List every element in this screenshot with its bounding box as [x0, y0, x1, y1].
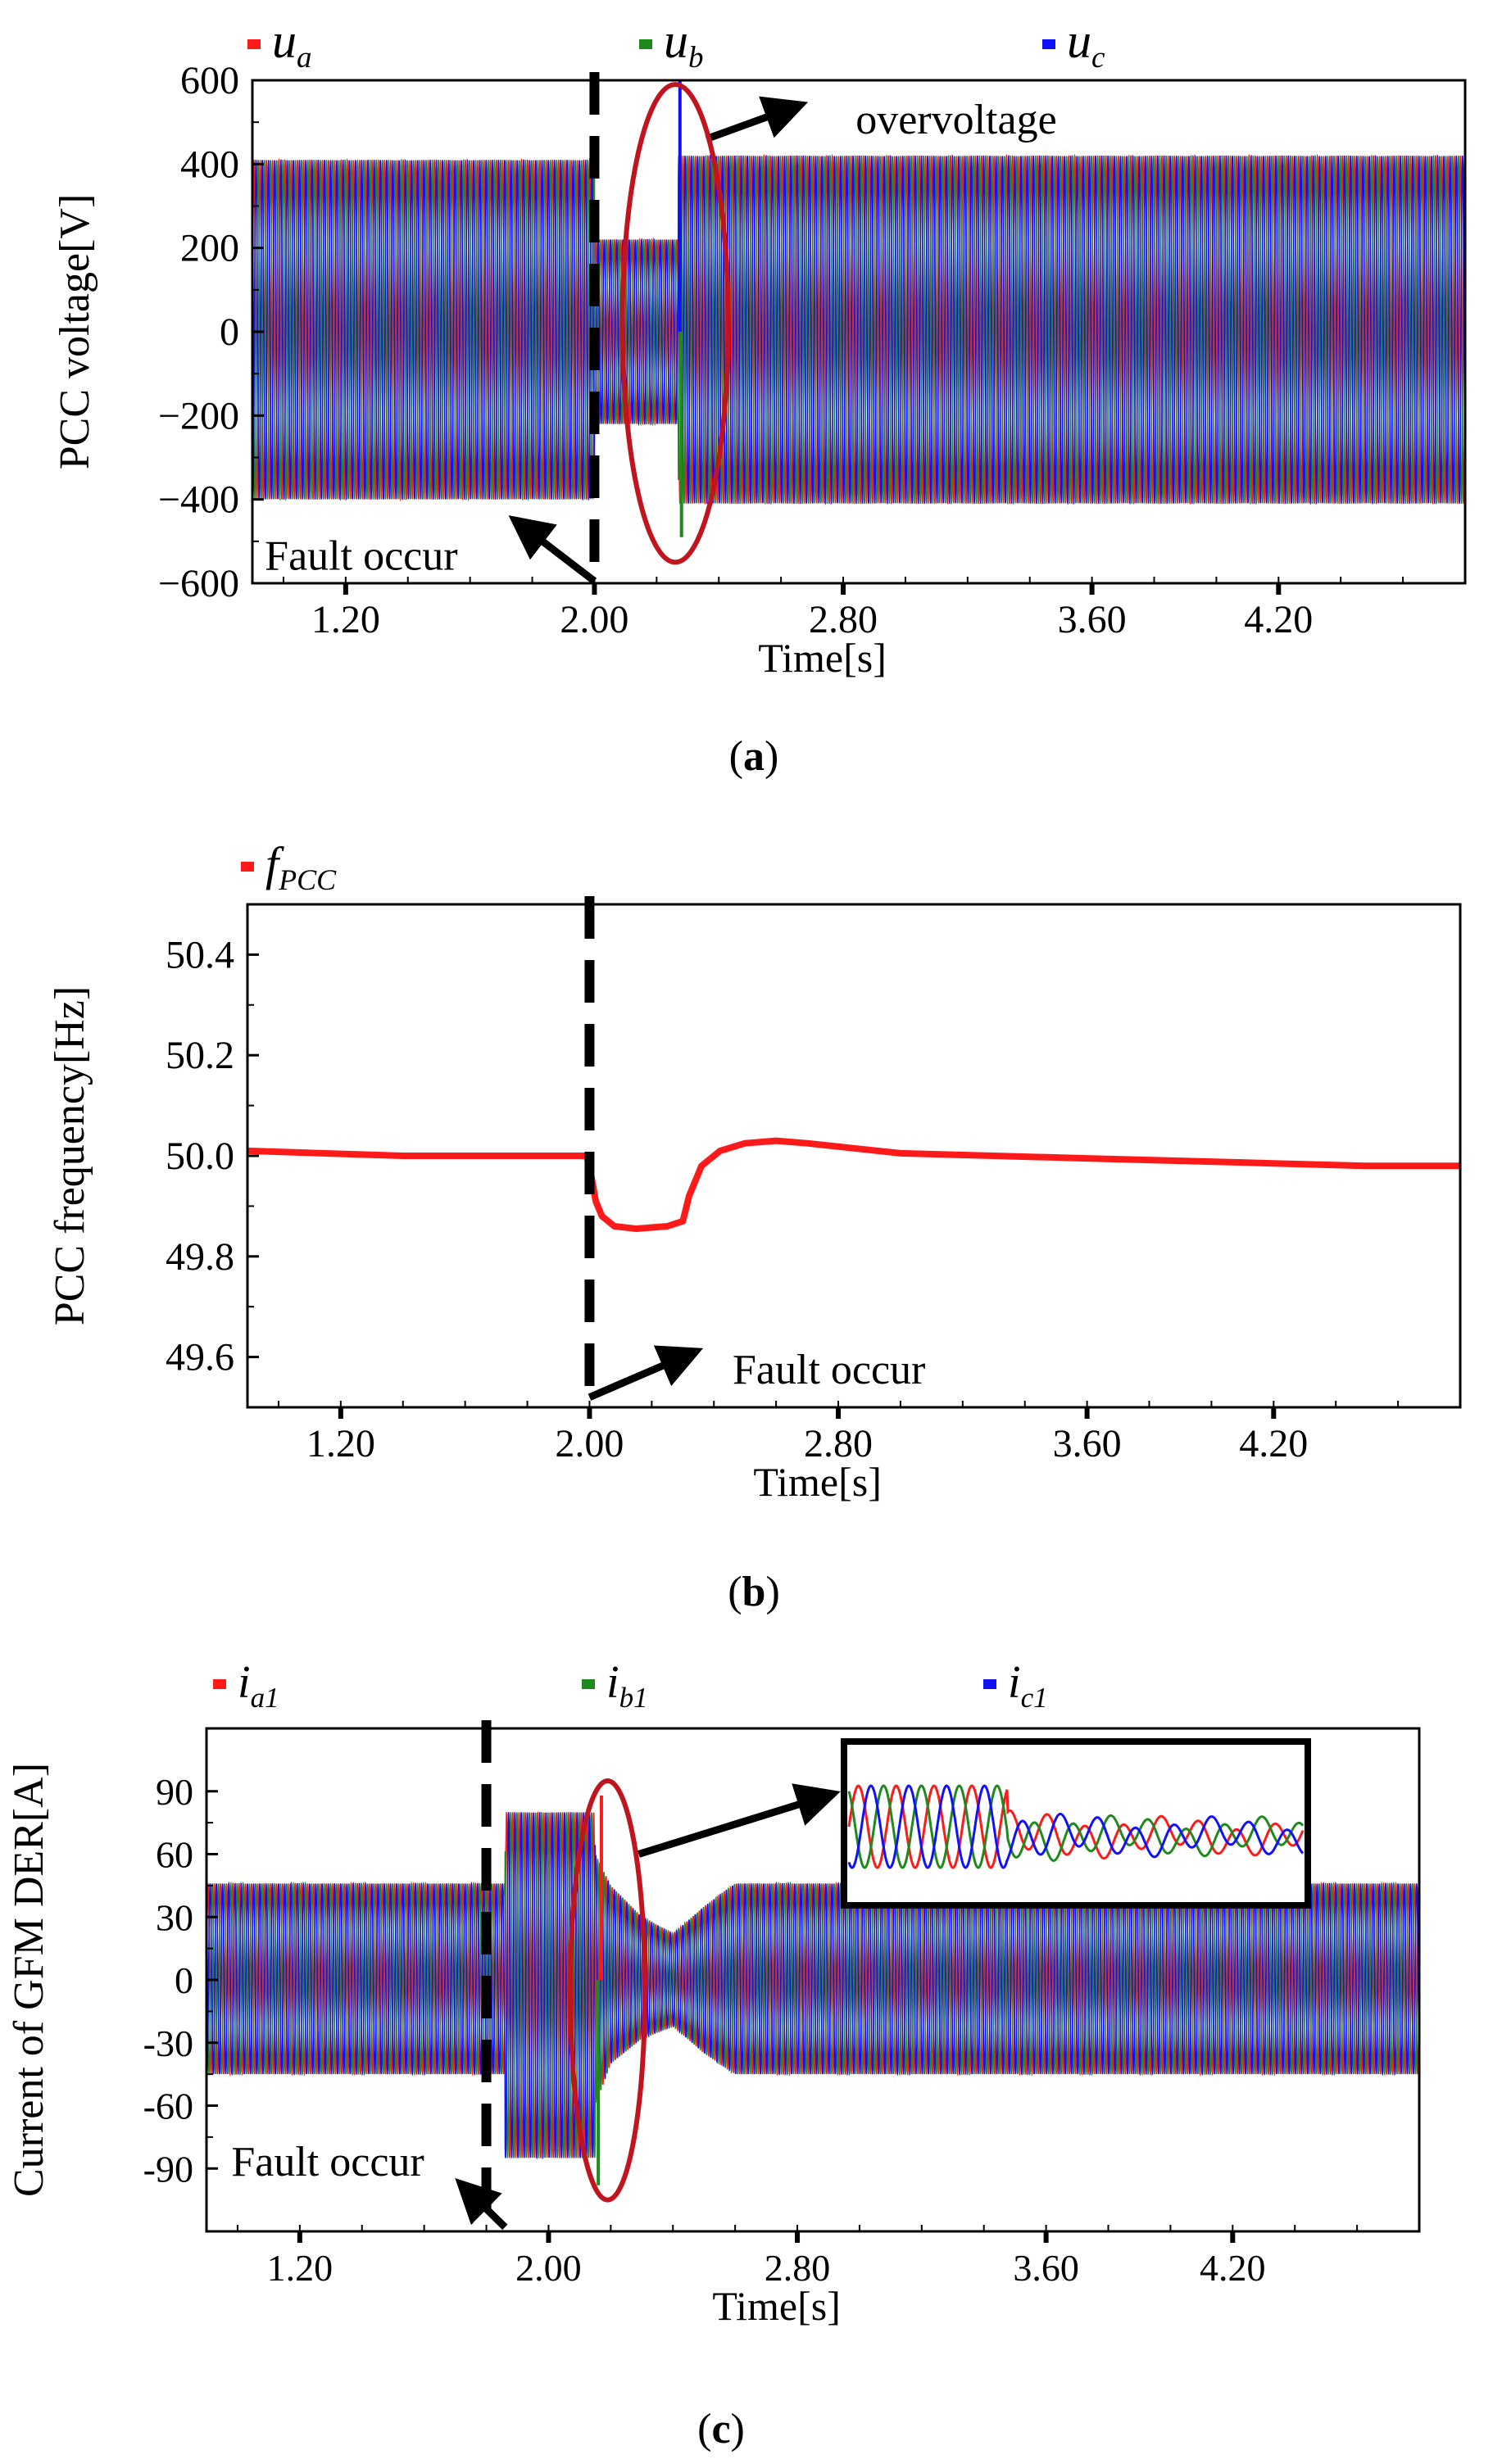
y-tick-label: −200	[158, 394, 239, 437]
x-tick-label: 2.00	[515, 2247, 582, 2289]
waveform-green	[252, 154, 1465, 505]
annotation-text: Fault occur	[733, 1347, 925, 1393]
y-tick-label: -90	[143, 2148, 193, 2190]
legend-label-b: ub	[664, 14, 704, 75]
inset-arrow	[638, 1783, 841, 1858]
waveform-green	[206, 1811, 1419, 2158]
y-tick-label: 60	[156, 1834, 193, 1876]
x-tick-label: 1.20	[311, 598, 380, 641]
y-tick-label: 200	[180, 227, 239, 270]
y-axis-label: Current of GFM DER[A]	[6, 1763, 52, 2197]
frequency-trace	[247, 1137, 1460, 1232]
x-tick-label: 3.60	[1058, 598, 1127, 641]
legend-label-a: ua	[272, 14, 312, 75]
x-tick-label: 4.20	[1239, 1422, 1308, 1465]
legend-swatch-a	[247, 39, 261, 49]
annotation-arrow	[455, 2178, 508, 2231]
legend-label-c: uc	[1067, 14, 1105, 75]
legend-swatch-c	[1042, 39, 1055, 49]
x-axis-label: Time[s]	[758, 635, 887, 681]
legend-label-b1: ib1	[606, 1657, 648, 1714]
y-tick-label: 0	[175, 1959, 193, 2001]
x-axis-label: Time[s]	[712, 2283, 841, 2329]
annotation-text: overvoltage	[855, 97, 1056, 143]
y-tick-label: 30	[156, 1896, 193, 1938]
y-tick-label: -30	[143, 2022, 193, 2064]
panel-b: 50.4 50.2 50.0 49.8 49.6 1.20 2.00 2.80 3.60 4.20…	[47, 837, 1462, 1615]
legend-label-c1: ic1	[1008, 1657, 1048, 1714]
legend-swatch-PCC	[241, 862, 254, 872]
panel-caption: (c)	[697, 2406, 745, 2453]
y-tick-label: 49.8	[166, 1235, 234, 1279]
y-tick-label: −600	[158, 562, 239, 605]
y-tick-label: 0	[220, 310, 239, 354]
legend-swatch-b1	[582, 1679, 595, 1689]
inset-box	[841, 1738, 1311, 1909]
inset-wave-green	[847, 1784, 1305, 1869]
inset-wave-blue	[847, 1784, 1305, 1869]
y-tick-label: -60	[143, 2086, 193, 2127]
legend-swatch-c1	[983, 1679, 996, 1689]
annotation-text: Fault occur	[231, 2139, 424, 2185]
x-tick-label: 4.20	[1200, 2247, 1266, 2289]
panel-caption: (a)	[729, 733, 779, 780]
y-axis-label: PCC frequency[Hz]	[47, 986, 93, 1325]
x-tick-label: 1.20	[267, 2247, 334, 2289]
waveform-blue	[252, 154, 1465, 505]
x-axis-label: Time[s]	[753, 1459, 882, 1505]
x-tick-label: 2.00	[560, 598, 628, 641]
panel-c: 90 60 30 0 -30 -60 -90 1.20 2.00 2.80 3.60 4.20 Time…	[6, 1657, 1421, 2453]
highlight-ellipse	[568, 1778, 648, 2203]
highlight-ellipse	[619, 82, 731, 565]
y-tick-label: 50.2	[166, 1034, 234, 1077]
x-tick-label: 2.80	[809, 598, 878, 641]
annotation-text: Fault occur	[265, 532, 457, 579]
waveform-red	[252, 153, 1465, 505]
y-tick-label: 600	[180, 59, 239, 102]
legend-swatch-a1	[213, 1679, 226, 1689]
x-tick-label: 1.20	[306, 1422, 375, 1465]
legend-label-PCC: fPCC	[265, 837, 337, 896]
x-tick-label: 4.20	[1244, 598, 1313, 641]
annotation-arrow	[588, 1345, 704, 1401]
inset-waveforms	[847, 1784, 1305, 1869]
y-axis-label: PCC voltage[V]	[52, 194, 98, 470]
y-tick-label: 50.0	[166, 1135, 234, 1178]
annotation-arrow	[508, 515, 597, 585]
panel-caption: (b)	[728, 1569, 780, 1615]
y-tick-label: 50.4	[166, 933, 234, 976]
x-tick-label: 2.80	[804, 1422, 873, 1465]
three-phase-waveforms	[252, 80, 1465, 537]
y-tick-label: 90	[156, 1771, 193, 1813]
y-tick-label: 49.6	[166, 1336, 234, 1379]
series-f-pcc	[247, 1137, 1460, 1232]
x-tick-label: 3.60	[1053, 1422, 1122, 1465]
waveform-red	[206, 1811, 1419, 2158]
x-tick-label: 2.80	[765, 2247, 831, 2289]
x-tick-label: 3.60	[1013, 2247, 1079, 2289]
y-tick-label: 400	[180, 143, 239, 186]
x-tick-label: 2.00	[555, 1422, 624, 1465]
legend-label-a1: ia1	[238, 1657, 279, 1714]
annotation-arrow	[705, 96, 809, 143]
panel-a: 600 400 200 0 −200 −400 −600 1.20 2.00 2.80 3.60 4.…	[52, 14, 1467, 780]
y-tick-label: −400	[158, 478, 239, 522]
legend-swatch-b	[639, 39, 652, 49]
